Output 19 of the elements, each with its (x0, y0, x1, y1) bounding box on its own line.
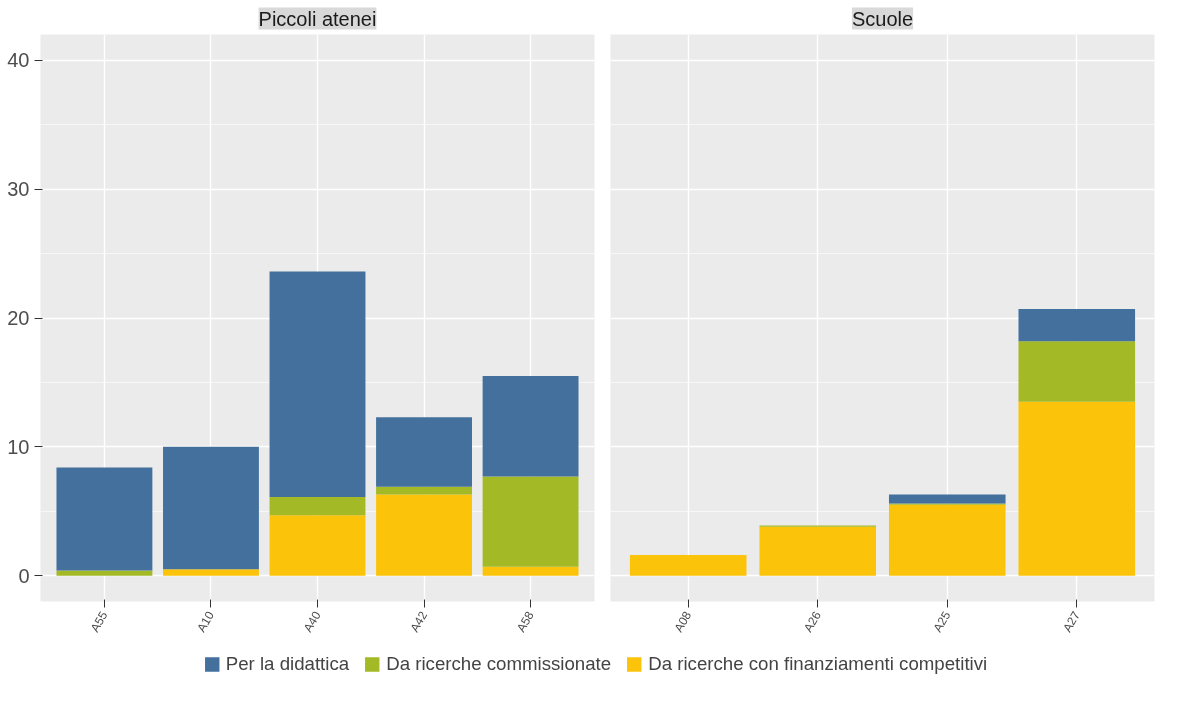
legend-label: Da ricerche con finanziamenti competitivi (648, 653, 988, 675)
x-tick-label: A10 (194, 608, 218, 635)
chart-title: Piccoli atenei (258, 7, 377, 30)
x-tick-label: A08 (671, 608, 695, 635)
x-tick-label: A40 (300, 608, 324, 635)
y-tick-label: 30 (7, 178, 30, 201)
x-tick-label: A42 (407, 608, 431, 635)
x-tick-label: A55 (87, 608, 111, 635)
legend-label: Per la didattica (225, 653, 350, 675)
legend-label: Da ricerche commissionate (386, 653, 612, 675)
x-tick-label: A26 (801, 608, 824, 635)
x-tick-label: A27 (1060, 608, 1084, 635)
chart-title: Scuole (851, 7, 914, 30)
y-tick-label: 10 (7, 435, 30, 458)
y-tick-label: 40 (7, 49, 30, 72)
y-tick-label: 0 (18, 564, 30, 587)
x-tick-label: A25 (930, 608, 954, 635)
x-tick-label: A58 (513, 608, 537, 635)
y-tick-label: 20 (7, 307, 30, 329)
